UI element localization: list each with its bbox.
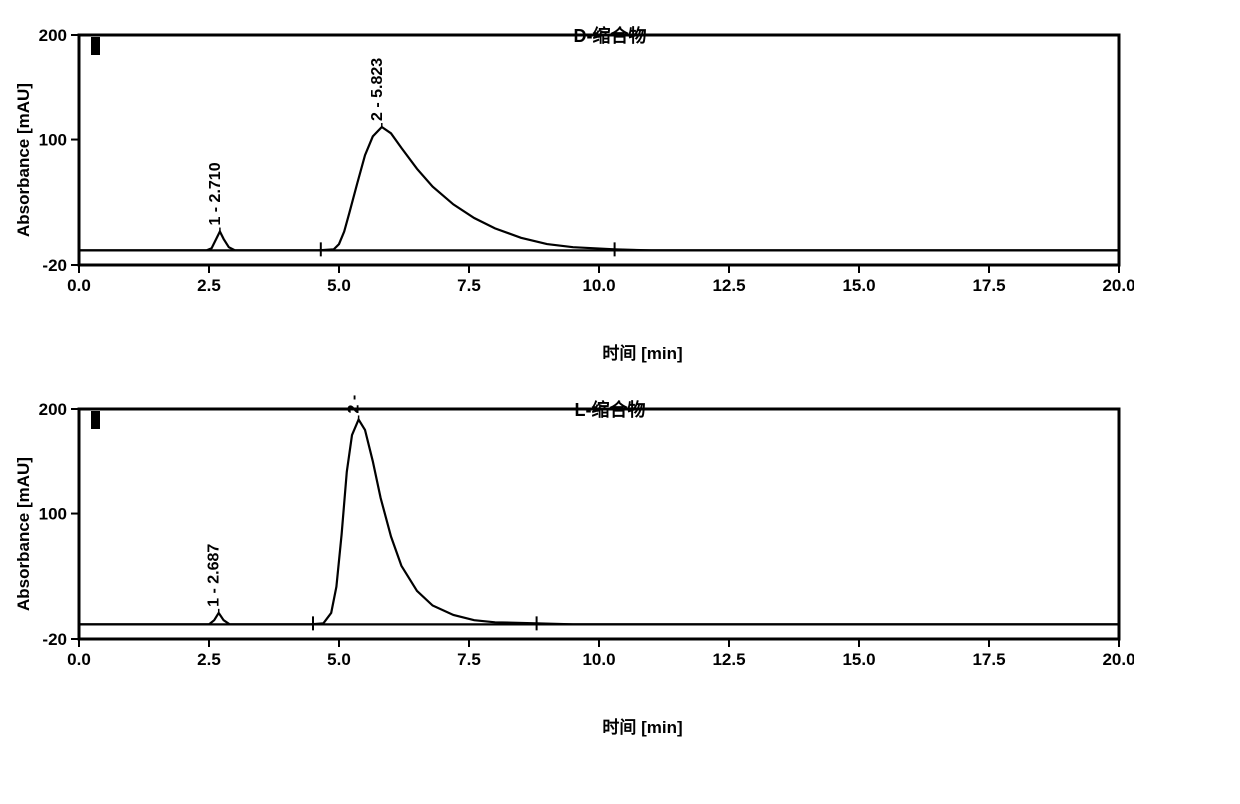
x-tick-label: 0.0: [67, 650, 91, 669]
x-tick-label: 17.5: [972, 650, 1005, 669]
x-axis-label: 时间 [min]: [75, 339, 1210, 364]
charts-root: D-缩合物 Absorbance [mAU] -20 100 200 0.0 2.5 5.0 7…: [10, 20, 1220, 738]
peak-label: 1 - 2.687: [206, 544, 223, 607]
peak-label: 2 - 5.823: [369, 58, 386, 121]
x-tick-label: 15.0: [842, 276, 875, 295]
x-tick-label: 20.0: [1102, 276, 1134, 295]
peak-label: 2 - 5.377: [346, 394, 363, 413]
y-tick-label: 100: [39, 131, 67, 150]
plot-frame: [79, 35, 1119, 265]
x-axis-label: 时间 [min]: [75, 713, 1210, 738]
chart-body: Absorbance [mAU] -20 100 200 0.0 2.5 5.0 7.5 10.…: [10, 20, 1210, 335]
peak-label: 1 - 2.710: [207, 162, 224, 225]
chart-body: Absorbance [mAU] -20 100 200 0.0 2.5 5.0 7.5 10.…: [10, 394, 1210, 709]
x-tick-label: 17.5: [972, 276, 1005, 295]
chromatogram-trace: [79, 420, 1119, 625]
y-tick-label: -20: [42, 256, 67, 275]
x-tick-label: 7.5: [457, 650, 481, 669]
y-tick-label: 100: [39, 505, 67, 524]
x-tick-label: 12.5: [712, 650, 745, 669]
chart-title: L-缩合物: [575, 396, 646, 422]
x-tick-label: 12.5: [712, 276, 745, 295]
chart-container: D-缩合物 Absorbance [mAU] -20 100 200 0.0 2.5 5.0 7…: [10, 20, 1210, 364]
marker-icon: [91, 411, 100, 429]
chromatogram-trace: [79, 127, 1119, 250]
x-tick-label: 2.5: [197, 650, 221, 669]
chart-svg: -20 100 200 0.0 2.5 5.0 7.5 10.0 12.5 15.0 17.5 20.…: [34, 394, 1134, 709]
plot-area: -20 100 200 0.0 2.5 5.0 7.5 10.0 12.5 15.0 17.5 20.…: [34, 394, 1210, 709]
y-axis-label: Absorbance [mAU]: [10, 394, 34, 674]
plot-frame: [79, 409, 1119, 639]
chart-title: D-缩合物: [574, 22, 647, 48]
x-tick-label: 5.0: [327, 650, 351, 669]
y-tick-label: -20: [42, 630, 67, 649]
x-tick-label: 10.0: [582, 276, 615, 295]
plot-area: -20 100 200 0.0 2.5 5.0 7.5 10.0 12.5 15.0 17.5 20.…: [34, 20, 1210, 335]
x-tick-label: 5.0: [327, 276, 351, 295]
x-tick-label: 15.0: [842, 650, 875, 669]
y-tick-label: 200: [39, 400, 67, 419]
x-tick-label: 0.0: [67, 276, 91, 295]
chart-container: L-缩合物 Absorbance [mAU] -20 100 200 0.0 2.5 5.0 7…: [10, 394, 1210, 738]
x-tick-label: 10.0: [582, 650, 615, 669]
chart-svg: -20 100 200 0.0 2.5 5.0 7.5 10.0 12.5 15.0 17.5 20.…: [34, 20, 1134, 335]
marker-icon: [91, 37, 100, 55]
y-axis-label: Absorbance [mAU]: [10, 20, 34, 300]
x-tick-label: 7.5: [457, 276, 481, 295]
x-tick-label: 2.5: [197, 276, 221, 295]
y-tick-label: 200: [39, 26, 67, 45]
x-tick-label: 20.0: [1102, 650, 1134, 669]
